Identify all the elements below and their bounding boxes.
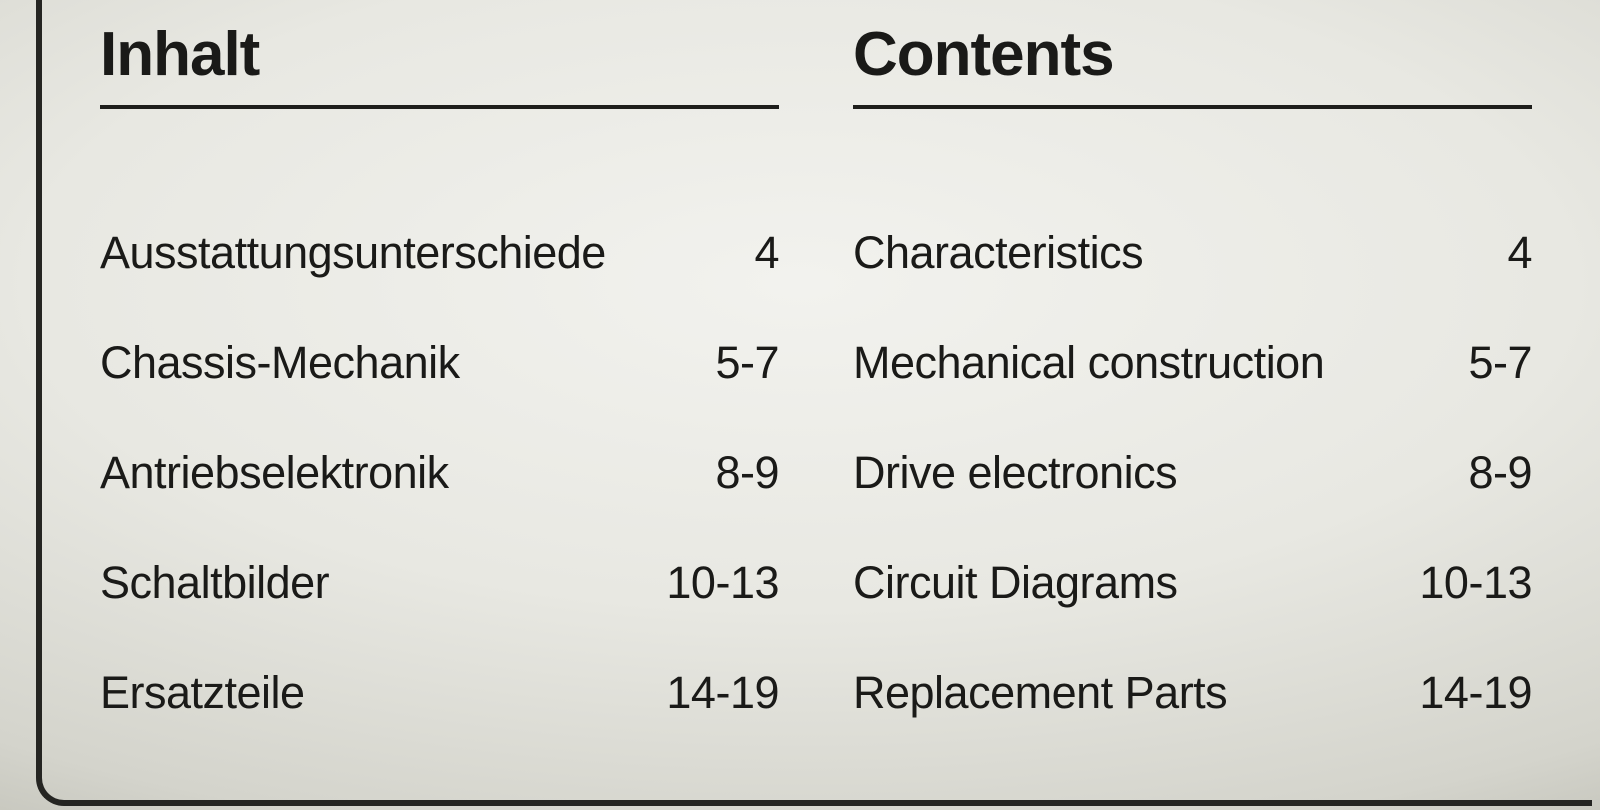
toc-entry-pages: 8-9 xyxy=(691,447,779,499)
heading-rule xyxy=(853,105,1532,109)
toc-entry-label: Schaltbilder xyxy=(100,557,642,609)
toc-entry: Circuit Diagrams 10-13 xyxy=(853,557,1532,609)
toc-entry-label: Ersatzteile xyxy=(100,667,642,719)
toc-entry-label: Chassis-Mechanik xyxy=(100,337,691,389)
toc-entry: Antriebselektronik 8-9 xyxy=(100,447,779,499)
toc-heading-english: Contents xyxy=(853,22,1532,87)
toc-entry-label: Characteristics xyxy=(853,227,1483,279)
toc-entry: Ausstattungsunterschiede 4 xyxy=(100,227,779,279)
toc-entry-pages: 14-19 xyxy=(1395,667,1532,719)
toc-column-german: Inhalt Ausstattungsunterschiede 4 Chassi… xyxy=(100,22,779,760)
toc-entry-pages: 4 xyxy=(1483,227,1532,279)
heading-rule xyxy=(100,105,779,109)
toc-entry: Replacement Parts 14-19 xyxy=(853,667,1532,719)
toc-entry-pages: 8-9 xyxy=(1444,447,1532,499)
toc-entry-pages: 10-13 xyxy=(1395,557,1532,609)
toc-entry-pages: 10-13 xyxy=(642,557,779,609)
toc-entry-label: Drive electronics xyxy=(853,447,1444,499)
toc-entry-label: Antriebselektronik xyxy=(100,447,691,499)
toc-page: Inhalt Ausstattungsunterschiede 4 Chassi… xyxy=(36,0,1592,806)
toc-entry-label: Circuit Diagrams xyxy=(853,557,1395,609)
toc-entry: Chassis-Mechanik 5-7 xyxy=(100,337,779,389)
toc-entry: Characteristics 4 xyxy=(853,227,1532,279)
toc-entry-label: Mechanical construction xyxy=(853,337,1444,389)
toc-entry-pages: 5-7 xyxy=(691,337,779,389)
toc-heading-german: Inhalt xyxy=(100,22,779,87)
toc-entries-german: Ausstattungsunterschiede 4 Chassis-Mecha… xyxy=(100,227,779,719)
toc-entry: Ersatzteile 14-19 xyxy=(100,667,779,719)
toc-entry-pages: 14-19 xyxy=(642,667,779,719)
toc-entry: Drive electronics 8-9 xyxy=(853,447,1532,499)
toc-entry-pages: 5-7 xyxy=(1444,337,1532,389)
toc-entry: Schaltbilder 10-13 xyxy=(100,557,779,609)
toc-entry-label: Replacement Parts xyxy=(853,667,1395,719)
toc-entry-pages: 4 xyxy=(730,227,779,279)
toc-entry: Mechanical construction 5-7 xyxy=(853,337,1532,389)
toc-entry-label: Ausstattungsunterschiede xyxy=(100,227,730,279)
toc-column-english: Contents Characteristics 4 Mechanical co… xyxy=(853,22,1532,760)
toc-entries-english: Characteristics 4 Mechanical constructio… xyxy=(853,227,1532,719)
